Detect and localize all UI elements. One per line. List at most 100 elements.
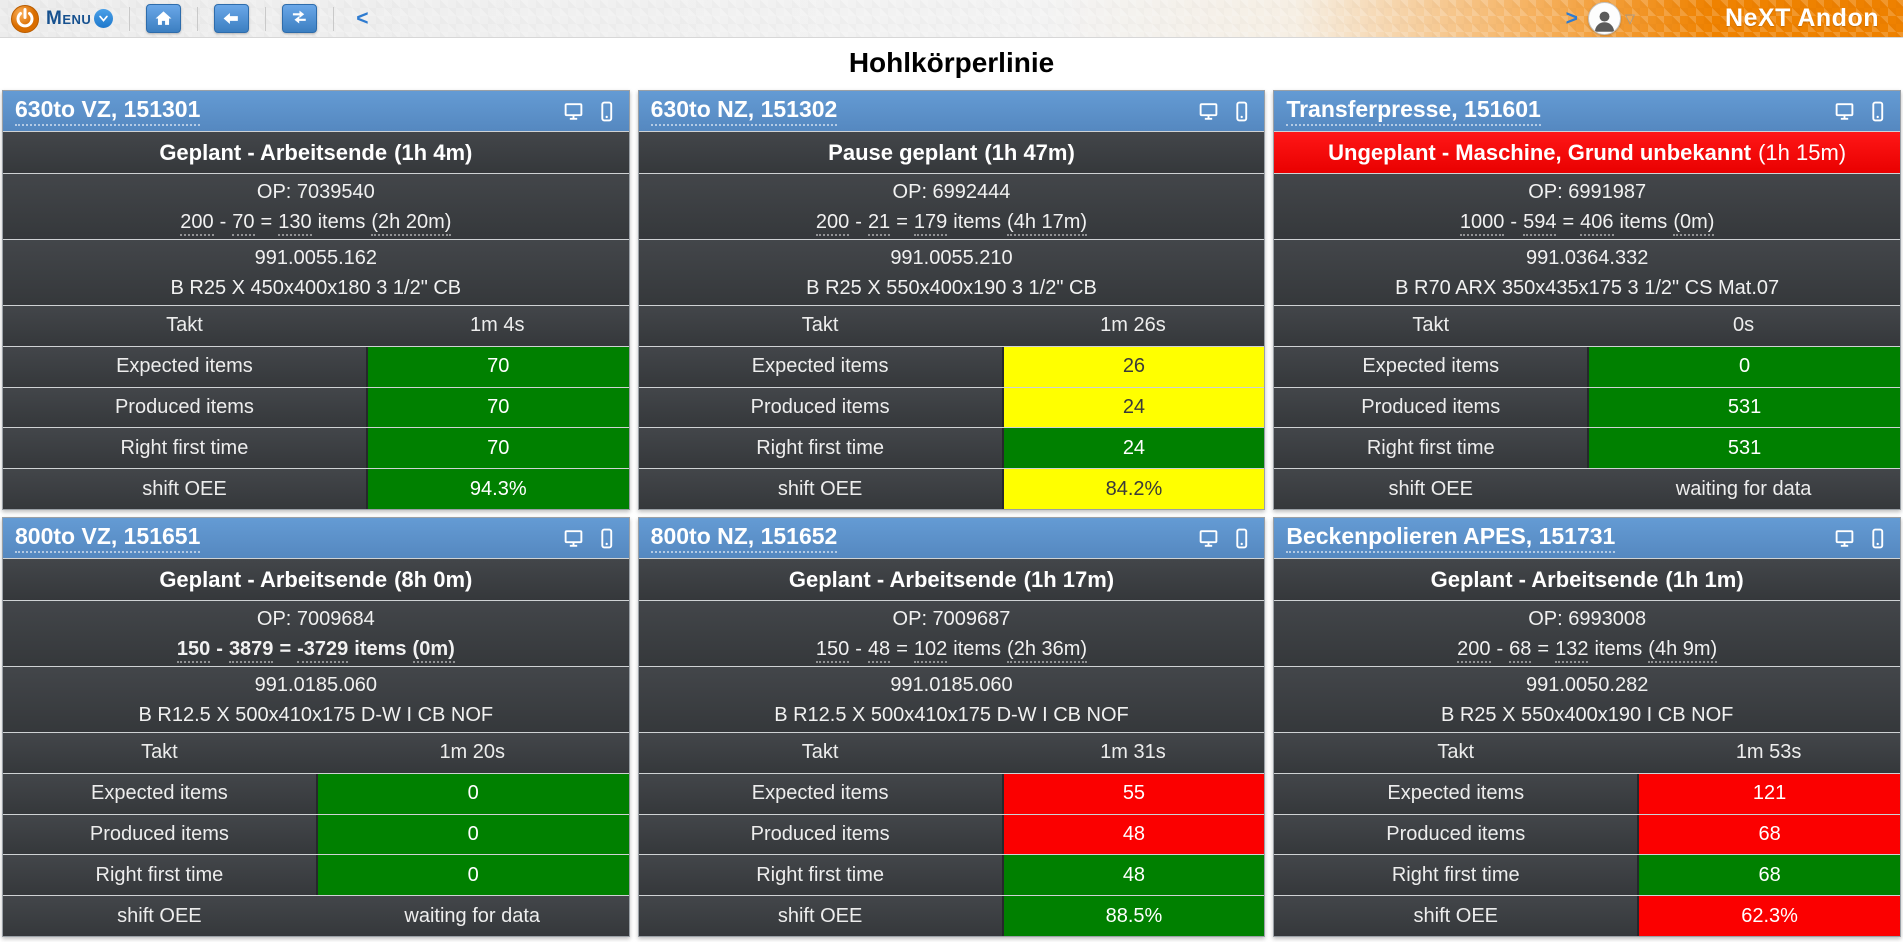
right-first-time-row: Right first time 70 [3, 427, 629, 469]
expected-items-row: Expected items 70 [3, 345, 629, 387]
shift-oee-label: shift OEE [1413, 904, 1499, 927]
monitor-icon[interactable] [563, 101, 584, 122]
order-info: OP: 6993008 200-68 = 132 items (4h 9m) [1274, 600, 1900, 666]
brand-logo-icon[interactable] [10, 4, 40, 34]
smartphone-icon[interactable] [1867, 101, 1888, 122]
minus-sign: - [216, 637, 223, 660]
order-info: OP: 7009687 150-48 = 102 items (2h 36m) [638, 600, 1265, 666]
monitor-icon[interactable] [1198, 101, 1219, 122]
remaining-qty[interactable]: 132 [1555, 637, 1589, 663]
planned-qty[interactable]: 200 [180, 210, 214, 236]
produced-qty[interactable]: 594 [1523, 210, 1557, 236]
toolbar-divider [333, 6, 335, 31]
right-first-time-label: Right first time [756, 436, 884, 459]
menu-button[interactable]: Menu [46, 7, 114, 30]
smartphone-icon[interactable] [1867, 528, 1888, 549]
panel-title-bar: 800to NZ, 151652 [638, 518, 1265, 558]
shift-oee-row: shift OEE waiting for data [1274, 468, 1900, 509]
expected-items-row: Expected items 0 [1274, 345, 1900, 387]
remaining-qty[interactable]: -3729 [297, 637, 349, 663]
planned-qty[interactable]: 200 [815, 210, 850, 236]
minus-sign: - [855, 210, 862, 233]
user-dropdown-icon[interactable]: ▽ [1624, 10, 1635, 26]
right-first-time-row: Right first time 68 [1274, 854, 1900, 896]
machine-title-link[interactable]: Beckenpolieren APES, 151731 [1286, 523, 1616, 553]
collapse-left-chevron[interactable]: < [356, 6, 369, 30]
produced-qty[interactable]: 21 [867, 210, 891, 236]
items-word: items [953, 637, 1002, 660]
produced-qty[interactable]: 68 [1509, 637, 1532, 663]
remaining-qty[interactable]: 130 [278, 210, 312, 236]
shift-oee-row: shift OEE 94.3% [3, 468, 629, 509]
expected-items-row: Expected items 55 [638, 772, 1265, 814]
planned-qty[interactable]: 150 [176, 637, 211, 663]
shift-oee-value: 94.3% [365, 469, 629, 509]
shift-oee-label: shift OEE [777, 477, 863, 500]
minus-sign: - [219, 210, 227, 233]
right-first-time-row: Right first time 531 [1274, 427, 1900, 469]
remaining-time[interactable]: (2h 20m) [371, 210, 452, 236]
machine-title-link[interactable]: 800to VZ, 151651 [15, 523, 201, 553]
monitor-icon[interactable] [1198, 528, 1219, 549]
shift-oee-label: shift OEE [777, 904, 863, 927]
refresh-button[interactable] [282, 4, 318, 33]
smartphone-icon[interactable] [1231, 101, 1252, 122]
smartphone-icon[interactable] [596, 101, 617, 122]
planned-qty[interactable]: 1000 [1459, 210, 1505, 236]
takt-label: Takt [141, 741, 178, 764]
product-code: 991.0055.210 [890, 246, 1013, 269]
machine-panel-151651: 800to VZ, 151651 Geplant - Arbeitsende (… [2, 517, 630, 937]
collapse-right-chevron[interactable]: > [1565, 6, 1578, 30]
produced-qty[interactable]: 3879 [228, 637, 274, 663]
remaining-time[interactable]: (4h 9m) [1648, 637, 1718, 663]
panel-title-bar: 630to VZ, 151301 [3, 91, 629, 131]
produced-items-value: 48 [1001, 814, 1265, 855]
home-button[interactable] [146, 4, 182, 33]
smartphone-icon[interactable] [596, 528, 617, 549]
expected-items-value: 70 [365, 346, 629, 387]
shift-oee-value: waiting for data [404, 904, 541, 927]
remaining-time[interactable]: (0m) [1673, 210, 1715, 236]
back-button[interactable] [214, 4, 250, 33]
produced-items-label: Produced items [1386, 822, 1526, 845]
status-duration: (1h 4m) [394, 139, 473, 165]
monitor-icon[interactable] [1834, 101, 1855, 122]
shift-oee-label: shift OEE [142, 477, 227, 500]
shift-oee-row: shift OEE 84.2% [638, 468, 1265, 509]
smartphone-icon[interactable] [1231, 528, 1252, 549]
takt-value: 1m 53s [1735, 741, 1802, 764]
remaining-qty[interactable]: 179 [913, 210, 948, 236]
machine-panel-151652: 800to NZ, 151652 Geplant - Arbeitsende (… [637, 517, 1266, 937]
equals-sign: = [1562, 210, 1575, 233]
produced-qty[interactable]: 48 [867, 637, 891, 663]
machine-title-link[interactable]: Transferpresse, 151601 [1286, 96, 1541, 126]
user-avatar[interactable] [1587, 2, 1621, 35]
remaining-qty[interactable]: 102 [913, 637, 948, 663]
machine-title-link[interactable]: 800to NZ, 151652 [650, 523, 838, 553]
product-code: 991.0050.282 [1525, 673, 1649, 696]
remaining-time[interactable]: (2h 36m) [1007, 637, 1088, 663]
produced-items-label: Produced items [1361, 395, 1501, 418]
planned-qty[interactable]: 200 [1457, 637, 1491, 663]
toolbar-divider [129, 6, 131, 31]
machine-title-link[interactable]: 630to NZ, 151302 [650, 96, 838, 126]
menu-label: Menu [46, 7, 92, 29]
status-banner: Geplant - Arbeitsende (1h 17m) [638, 558, 1265, 600]
machine-panel-151301: 630to VZ, 151301 Geplant - Arbeitsende (… [2, 90, 630, 510]
remaining-time[interactable]: (0m) [412, 637, 455, 663]
status-duration: (1h 15m) [1758, 139, 1847, 165]
monitor-icon[interactable] [1834, 528, 1855, 549]
footer-strip [0, 937, 1903, 942]
status-duration: (1h 17m) [1023, 566, 1115, 592]
remaining-qty[interactable]: 406 [1580, 210, 1614, 236]
equals-sign: = [896, 210, 908, 233]
produced-items-value: 0 [315, 814, 629, 855]
machine-panel-151601: Transferpresse, 151601 Ungeplant - Masch… [1273, 90, 1901, 510]
planned-qty[interactable]: 150 [815, 637, 850, 663]
monitor-icon[interactable] [563, 528, 584, 549]
remaining-time[interactable]: (4h 17m) [1007, 210, 1088, 236]
produced-qty[interactable]: 70 [232, 210, 255, 236]
panel-header-icons [1198, 528, 1252, 549]
right-first-time-value: 531 [1587, 428, 1900, 469]
machine-title-link[interactable]: 630to VZ, 151301 [15, 96, 201, 126]
